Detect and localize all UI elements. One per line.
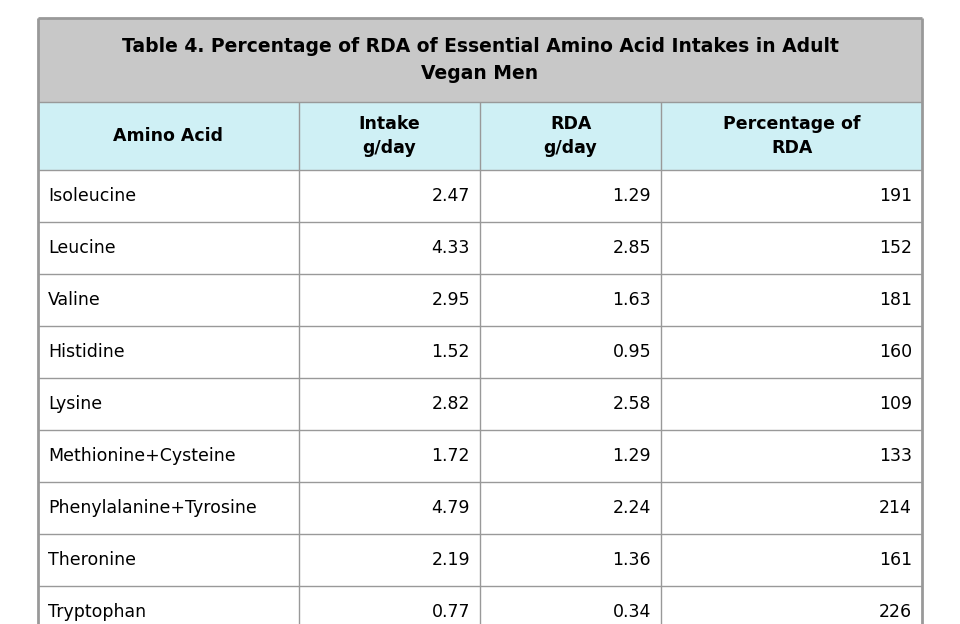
Text: 2.24: 2.24: [612, 499, 651, 517]
Text: 1.72: 1.72: [431, 447, 470, 465]
Text: Histidine: Histidine: [48, 343, 125, 361]
Text: 161: 161: [878, 551, 912, 569]
Text: 0.95: 0.95: [612, 343, 651, 361]
Text: 2.95: 2.95: [431, 291, 470, 309]
Text: Leucine: Leucine: [48, 239, 115, 257]
Text: Amino Acid: Amino Acid: [113, 127, 224, 145]
Text: 1.63: 1.63: [612, 291, 651, 309]
Text: 191: 191: [878, 187, 912, 205]
Text: 2.47: 2.47: [432, 187, 470, 205]
Text: RDA
g/day: RDA g/day: [543, 115, 597, 157]
Text: Isoleucine: Isoleucine: [48, 187, 136, 205]
Text: Percentage of
RDA: Percentage of RDA: [723, 115, 860, 157]
Bar: [38, 222, 922, 274]
Bar: [38, 586, 922, 624]
Text: 133: 133: [879, 447, 912, 465]
Text: 1.29: 1.29: [612, 187, 651, 205]
Text: Theronine: Theronine: [48, 551, 136, 569]
Text: Phenylalanine+Tyrosine: Phenylalanine+Tyrosine: [48, 499, 256, 517]
Text: 2.85: 2.85: [612, 239, 651, 257]
Bar: [38, 274, 922, 326]
Text: Intake
g/day: Intake g/day: [358, 115, 420, 157]
Text: Methionine+Cysteine: Methionine+Cysteine: [48, 447, 235, 465]
Bar: [38, 534, 922, 586]
Text: 2.19: 2.19: [431, 551, 470, 569]
Text: 160: 160: [878, 343, 912, 361]
Text: 226: 226: [878, 603, 912, 621]
Bar: [38, 170, 922, 222]
Text: 4.79: 4.79: [431, 499, 470, 517]
Text: 0.34: 0.34: [612, 603, 651, 621]
Text: 1.36: 1.36: [612, 551, 651, 569]
Text: 0.77: 0.77: [431, 603, 470, 621]
Bar: [38, 102, 922, 170]
Text: Tryptophan: Tryptophan: [48, 603, 146, 621]
Text: 1.29: 1.29: [612, 447, 651, 465]
Text: 181: 181: [879, 291, 912, 309]
Text: Table 4. Percentage of RDA of Essential Amino Acid Intakes in Adult
Vegan Men: Table 4. Percentage of RDA of Essential …: [122, 37, 838, 83]
Text: Valine: Valine: [48, 291, 101, 309]
Text: 2.82: 2.82: [431, 395, 470, 413]
Bar: [38, 378, 922, 430]
Text: 4.33: 4.33: [432, 239, 470, 257]
Bar: [38, 18, 922, 102]
Text: 109: 109: [878, 395, 912, 413]
Text: 2.58: 2.58: [612, 395, 651, 413]
Bar: [38, 326, 922, 378]
Text: 214: 214: [879, 499, 912, 517]
Text: Lysine: Lysine: [48, 395, 102, 413]
Text: 1.52: 1.52: [431, 343, 470, 361]
Text: 152: 152: [879, 239, 912, 257]
Bar: [38, 430, 922, 482]
Bar: [38, 482, 922, 534]
